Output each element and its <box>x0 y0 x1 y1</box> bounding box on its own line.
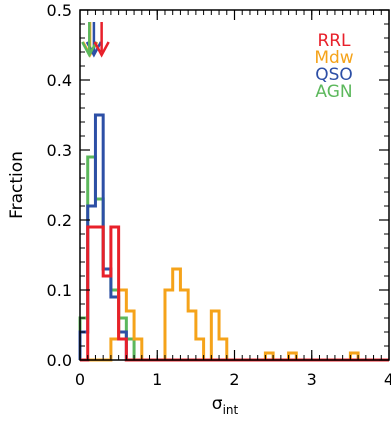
tick-layer: 0 1 2 3 4 0.0 0.1 0.2 0.3 0.4 0.5 <box>47 1 391 389</box>
legend-entry-qso: QSO <box>315 65 353 85</box>
y-tick-label: 0.3 <box>47 141 72 160</box>
x-tick-label: 0 <box>75 370 85 389</box>
legend-entry-mdw: Mdw <box>314 48 353 68</box>
y-tick-label: 0.2 <box>47 211 72 230</box>
legend-entry-rrl: RRL <box>317 31 351 51</box>
y-tick-label: 0.1 <box>47 281 72 300</box>
x-axis-title-main: σ <box>212 394 223 414</box>
legend-entry-agn: AGN <box>315 82 352 102</box>
median-arrows <box>81 22 110 58</box>
x-tick-label: 4 <box>384 370 391 389</box>
x-tick-label: 1 <box>152 370 162 389</box>
x-axis-title: σint <box>212 394 239 417</box>
y-tick-label: 0.4 <box>47 71 72 90</box>
y-tick-label: 0.5 <box>47 1 72 20</box>
x-tick-label: 3 <box>307 370 317 389</box>
arrow-agn <box>81 22 98 58</box>
series-agn-histogram <box>78 155 389 362</box>
x-axis-title-subscript: int <box>223 403 239 417</box>
x-tick-label: 2 <box>229 370 239 389</box>
y-tick-label: 0.0 <box>47 351 72 370</box>
arrow-rrl <box>93 22 110 58</box>
y-axis-title: Fraction <box>7 151 27 219</box>
series-layer <box>78 113 389 362</box>
